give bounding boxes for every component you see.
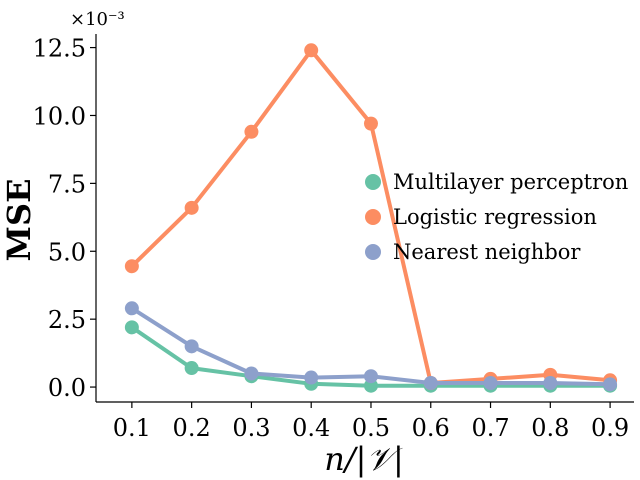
legend-label: Multilayer perceptron (393, 170, 628, 194)
data-point (304, 43, 319, 58)
data-point (603, 377, 618, 392)
data-point (244, 366, 259, 381)
data-point (184, 361, 199, 376)
y-tick-label: 2.5 (48, 306, 86, 334)
x-tick-label: 0.4 (292, 414, 330, 442)
x-tick-label: 0.7 (471, 414, 509, 442)
data-point (124, 259, 139, 274)
x-axis-title: n/|𝒱| (324, 440, 404, 478)
legend-marker (365, 209, 381, 225)
x-tick-label: 0.6 (412, 414, 450, 442)
y-tick-label: 5.0 (48, 238, 86, 266)
legend: Multilayer perceptron Logistic regression… (365, 170, 628, 264)
x-tick-label: 0.9 (591, 414, 629, 442)
data-point (363, 369, 378, 384)
y-tick-label: 10.0 (33, 102, 86, 130)
x-tick-label: 0.1 (113, 414, 151, 442)
data-point (124, 301, 139, 316)
y-tick-label: 0.0 (48, 374, 86, 402)
data-point (543, 375, 558, 390)
y-axis-multiplier: ×10⁻³ (70, 9, 125, 30)
data-point (244, 124, 259, 139)
x-tick-label: 0.5 (352, 414, 390, 442)
x-tick-label: 0.3 (232, 414, 270, 442)
x-tick-label: 0.2 (173, 414, 211, 442)
x-tick-label: 0.8 (531, 414, 569, 442)
y-tick-label: 7.5 (48, 170, 86, 198)
data-point (363, 116, 378, 131)
data-point (184, 339, 199, 354)
legend-label: Logistic regression (393, 205, 597, 229)
legend-marker (365, 244, 381, 260)
data-point (124, 320, 139, 335)
legend-label: Nearest neighbor (393, 240, 581, 264)
data-point (184, 200, 199, 215)
y-tick-label: 12.5 (33, 35, 86, 63)
data-point (304, 370, 319, 385)
data-point (423, 375, 438, 390)
series-layer (124, 43, 618, 393)
series-3 (124, 301, 618, 392)
data-point (483, 375, 498, 390)
y-axis-title: MSE (0, 179, 38, 262)
legend-marker (365, 174, 381, 190)
axes: 0.1 0.2 0.3 0.4 0.5 0.6 0.7 0.8 0.9 0.0 2.5 5.0 7.5 1… (33, 34, 634, 442)
